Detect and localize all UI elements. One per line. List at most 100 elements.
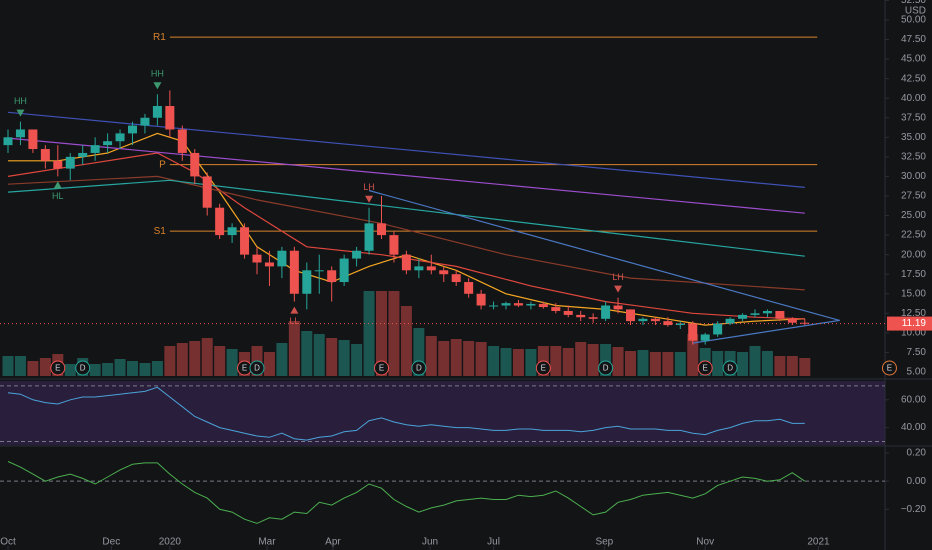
volume-bar (400, 306, 412, 376)
volume-bar (64, 364, 76, 376)
candle-body (663, 321, 673, 326)
candle-body (501, 303, 511, 306)
marker-arrow (53, 181, 62, 189)
x-tick-label: Nov (696, 537, 714, 548)
event-badge (411, 360, 427, 376)
candle-body (601, 305, 611, 319)
volume-bar (637, 350, 649, 376)
volume-bar (176, 343, 188, 376)
event-label: D (727, 364, 733, 373)
y-tick-label: 22.50 (901, 230, 926, 241)
candle-body (526, 303, 536, 306)
y-tick-label: 15.00 (901, 288, 926, 299)
x-tick-label: Jul (487, 537, 500, 548)
pivot-label: R1 (153, 32, 166, 43)
volume-bar (102, 363, 114, 376)
osc-tick-label: −0.20 (901, 504, 927, 515)
candle-body (28, 129, 38, 150)
volume-bar (89, 364, 101, 376)
marker-label: HH (151, 69, 164, 79)
y-tick-label: 12.50 (901, 308, 926, 319)
x-tick-label: Jun (422, 537, 438, 548)
marker-label: HH (14, 96, 27, 106)
pivot-label: S1 (154, 226, 167, 237)
candle-body (15, 129, 25, 138)
volume-bar (139, 363, 151, 376)
volume-bar (450, 339, 462, 376)
candle-body (738, 314, 748, 319)
candle-body (638, 318, 648, 322)
volume-bar (114, 359, 126, 376)
volume-bar (388, 291, 400, 376)
candle-body (264, 262, 274, 267)
overlay-line (8, 132, 805, 326)
currency-label: USD (905, 6, 926, 17)
y-tick-label: 27.50 (901, 191, 926, 202)
event-label: E (55, 364, 60, 373)
y-tick-label: 37.50 (901, 112, 926, 123)
candle-body (700, 334, 710, 341)
candle-body (364, 223, 374, 251)
candle-body (165, 106, 175, 130)
volume-bar (301, 331, 313, 376)
marker-arrow (614, 285, 623, 293)
candle-body (551, 307, 561, 311)
event-badge (50, 360, 66, 376)
marker-label: LH (612, 272, 624, 282)
volume-bar (326, 338, 338, 376)
rsi-tick-label: 40.00 (901, 422, 926, 433)
volume-bar (463, 341, 475, 376)
marker-label: HL (52, 191, 64, 201)
candle-body (314, 270, 324, 272)
candle-body (713, 323, 723, 335)
overlay-line (7, 179, 805, 257)
marker-arrow (290, 306, 299, 314)
volume-bar (737, 352, 749, 376)
candle-body (90, 145, 100, 153)
y-tick-label: 32.50 (901, 152, 926, 163)
candle-body (352, 250, 362, 259)
marker-label: LL (289, 316, 299, 326)
osc-line (7, 461, 806, 524)
volume-bar (214, 346, 226, 376)
volume-bar (263, 352, 275, 376)
event-label: D (603, 364, 609, 373)
candle-body (177, 129, 187, 153)
y-tick-label: 35.00 (901, 132, 926, 143)
candle-body (252, 254, 262, 263)
volume-bar (799, 358, 811, 376)
overlay-line (368, 189, 840, 321)
candle-body (327, 270, 337, 283)
candle-body (787, 318, 797, 323)
volume-bar (226, 349, 238, 376)
candle-body (476, 293, 486, 306)
y-tick-label: 20.00 (901, 249, 926, 260)
volume-bar (413, 328, 425, 376)
volume-bar (376, 291, 387, 376)
candle-body (227, 227, 237, 236)
candle-body (377, 223, 386, 236)
candle-body (613, 305, 623, 310)
pivot-label: P (159, 159, 166, 170)
candle-body (576, 314, 586, 318)
volume-bar (587, 344, 599, 376)
volume-bar (425, 336, 437, 376)
y-tick-label: 17.50 (901, 269, 926, 280)
candle-body (339, 258, 349, 283)
volume-bar (525, 349, 537, 376)
candle-body (750, 313, 760, 315)
event-label: E (541, 364, 546, 373)
y-tick-label: 7.50 (907, 347, 927, 358)
candle-body (513, 303, 523, 306)
volume-bar (27, 361, 39, 376)
candle-body (302, 270, 312, 294)
volume-bar (712, 351, 724, 376)
osc-tick-label: 0.20 (907, 448, 927, 459)
candle-body (464, 282, 474, 294)
event-label: D (80, 364, 86, 373)
candle-body (675, 323, 685, 326)
y-tick-label: 42.50 (901, 73, 926, 84)
volume-bar (288, 321, 300, 376)
event-badge (75, 360, 91, 376)
